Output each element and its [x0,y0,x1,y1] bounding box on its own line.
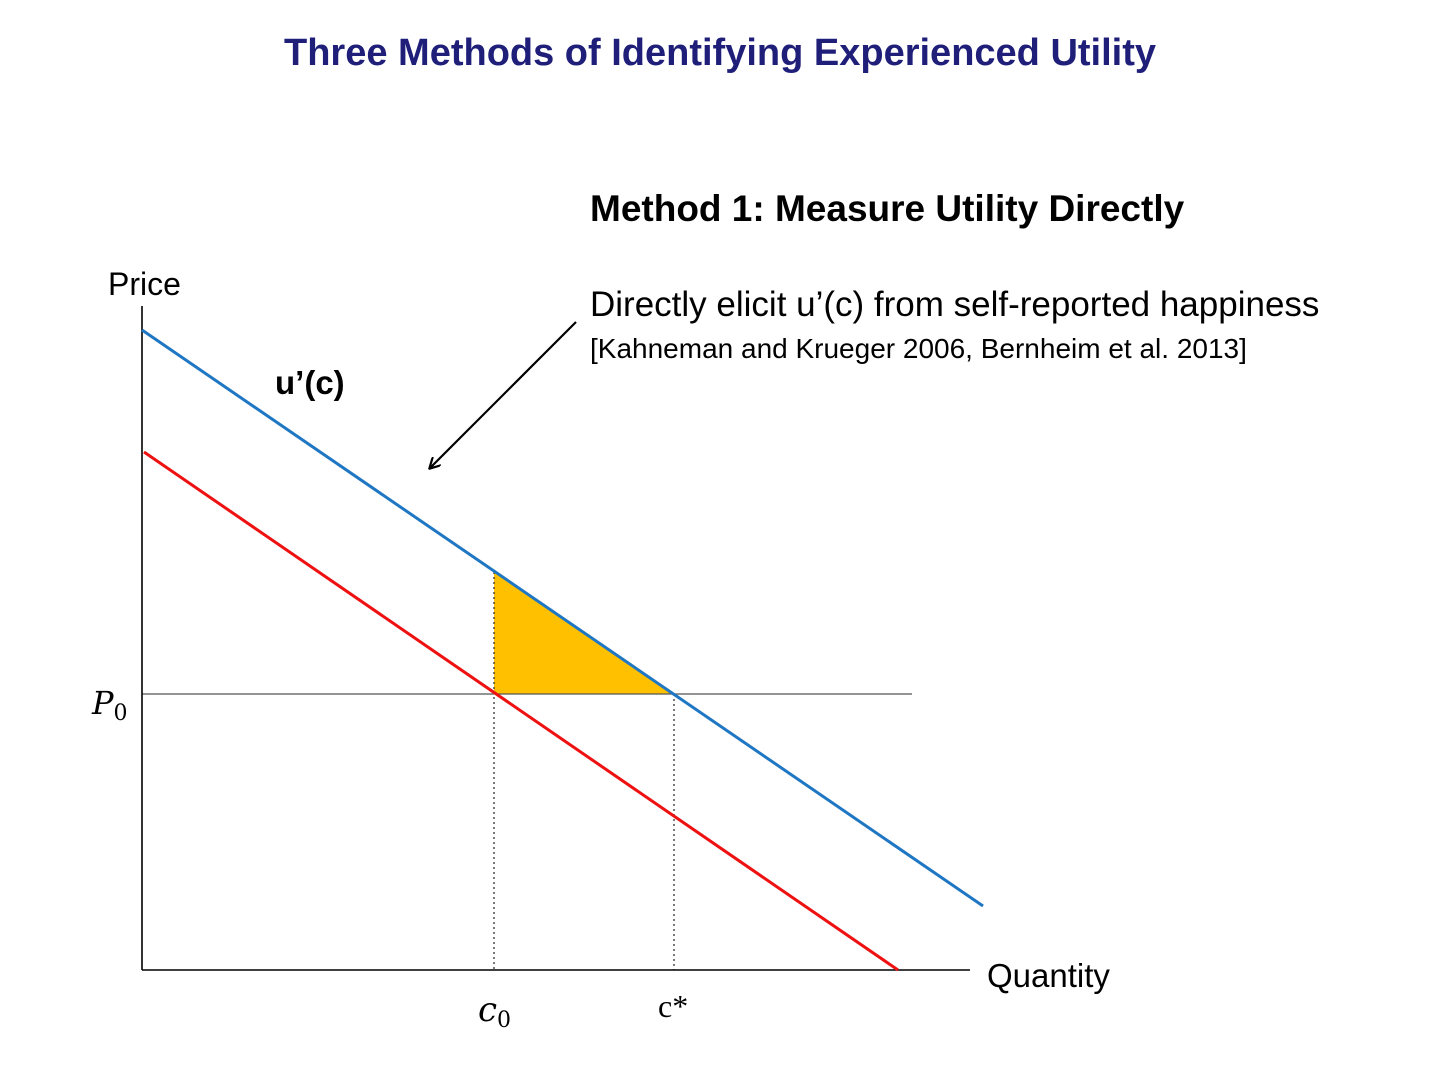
y-axis-label: Price [108,266,181,302]
x-axis-label: Quantity [987,957,1110,994]
method-description: Directly elicit u’(c) from self-reported… [590,285,1320,324]
c0-subscript: 0 [497,1008,512,1033]
cstar-label: c* [658,988,689,1024]
blue-curve-label: u’(c) [275,364,345,401]
red-demand-curve [143,450,899,972]
price-level-label: P0 [92,684,128,726]
c0-symbol: c [478,990,498,1030]
price-level-subscript: 0 [113,701,128,726]
price-level-symbol: P [92,684,114,722]
annotation-arrow [430,321,577,468]
slide-title: Three Methods of Identifying Experienced… [284,32,1156,74]
c0-label: c0 [478,990,511,1033]
method-heading: Method 1: Measure Utility Directly [590,188,1185,229]
method-citation: [Kahneman and Krueger 2006, Bernheim et … [590,333,1247,364]
blue-utility-curve [141,328,984,908]
